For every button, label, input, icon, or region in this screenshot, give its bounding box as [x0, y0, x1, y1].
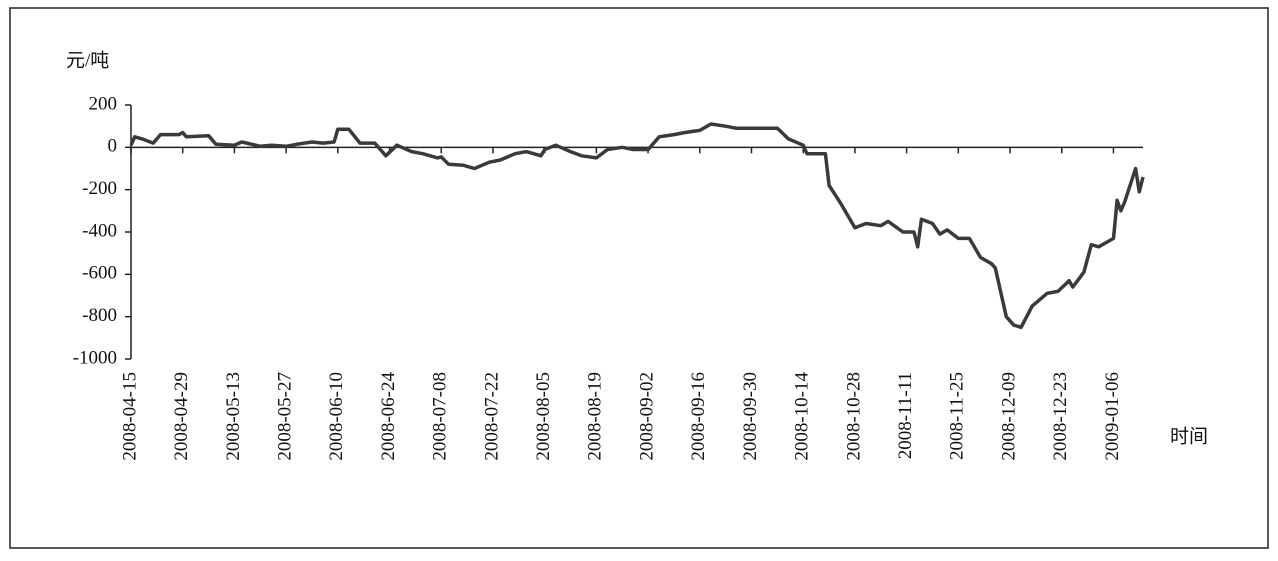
x-tick-label: 2008-06-10	[326, 372, 347, 461]
x-tick-label: 2008-12-23	[1050, 372, 1071, 461]
x-tick-label: 2008-10-28	[843, 372, 864, 461]
y-tick-label: -600	[82, 263, 117, 284]
y-axis-label: 元/吨	[66, 49, 109, 71]
x-tick-label: 2008-07-22	[481, 372, 502, 461]
x-tick-label: 2008-12-09	[998, 372, 1019, 461]
x-tick-label: 2008-08-19	[585, 372, 606, 461]
y-tick-label: 0	[108, 136, 118, 157]
x-tick-label: 2008-05-27	[274, 372, 295, 461]
x-tick-label: 2008-11-11	[895, 372, 916, 459]
x-tick-label: 2008-09-16	[688, 372, 709, 461]
frame	[9, 7, 1269, 549]
data-line	[129, 122, 1145, 330]
x-tick-label: 2008-07-08	[430, 372, 451, 461]
x-tick-label: 2008-11-25	[947, 372, 968, 460]
y-tick-label: -400	[82, 220, 117, 241]
y-tick-label: -800	[82, 305, 117, 326]
x-tick-label: 2009-01-06	[1102, 372, 1123, 461]
x-tick-label: 2008-04-15	[119, 372, 140, 461]
x-axis-label: 时间	[1170, 425, 1208, 447]
x-tick-label: 2008-08-05	[533, 372, 554, 461]
x-tick-label: 2008-05-13	[223, 372, 244, 461]
x-tick-label: 2008-04-29	[171, 372, 192, 461]
x-tick-label: 2008-09-02	[636, 372, 657, 461]
x-tick-label: 2008-06-24	[378, 372, 399, 461]
y-tick-label: -200	[82, 178, 117, 199]
y-tick-label: 200	[89, 93, 118, 114]
x-tick-label: 2008-10-14	[792, 372, 813, 461]
x-tick-label: 2008-09-30	[740, 372, 761, 461]
y-tick-label: -1000	[73, 347, 117, 368]
